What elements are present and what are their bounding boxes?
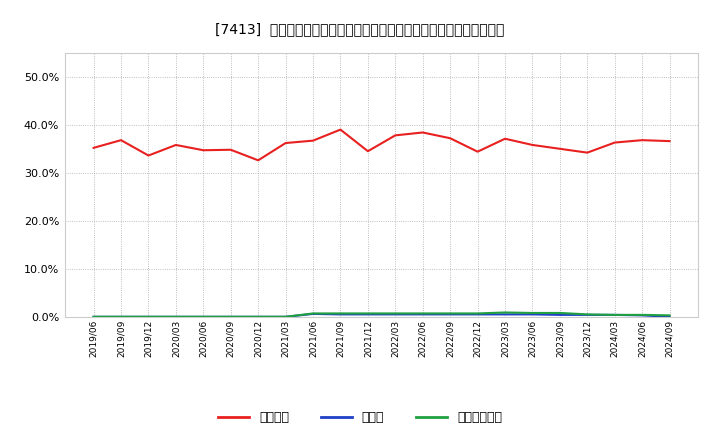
Legend: 自己資本, のれん, 繰延税金資産: 自己資本, のれん, 繰延税金資産 xyxy=(213,407,507,429)
Text: [7413]  自己資本、のれん、繰延税金資産の総資産に対する比率の推移: [7413] 自己資本、のれん、繰延税金資産の総資産に対する比率の推移 xyxy=(215,22,505,36)
